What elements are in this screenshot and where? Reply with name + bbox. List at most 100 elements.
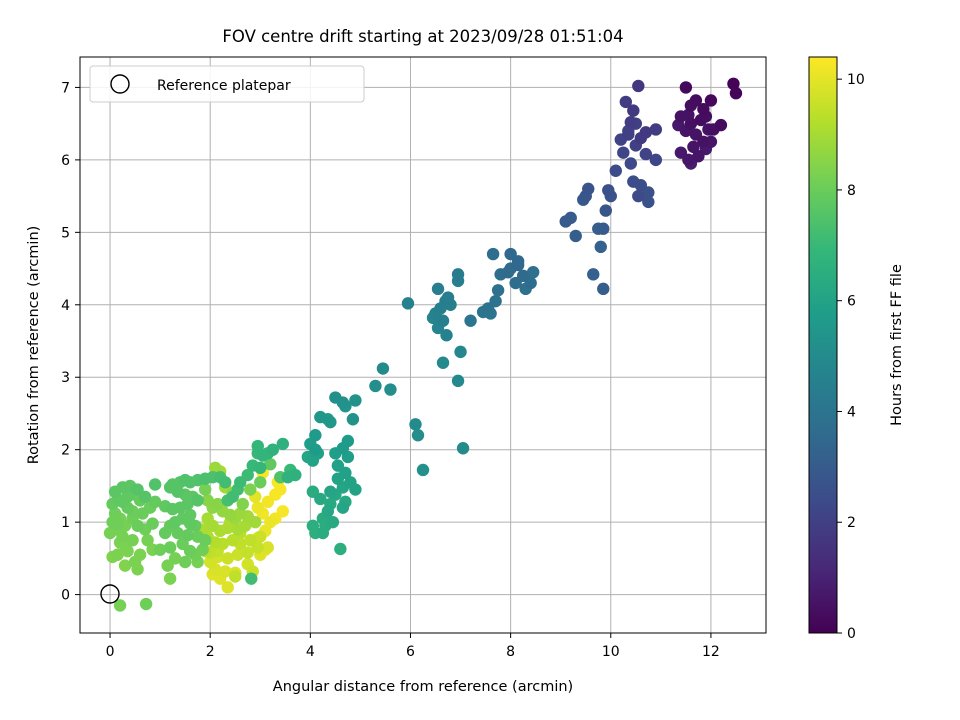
data-point bbox=[697, 102, 710, 116]
data-point bbox=[727, 77, 740, 91]
x-axis-label: Angular distance from reference (arcmin) bbox=[273, 679, 573, 695]
data-point bbox=[236, 497, 249, 511]
data-point bbox=[334, 542, 347, 556]
data-point bbox=[384, 383, 397, 396]
data-point bbox=[649, 123, 663, 136]
x-tick-label: 2 bbox=[206, 644, 215, 660]
data-point bbox=[261, 541, 274, 554]
y-tick-label: 7 bbox=[61, 80, 70, 96]
data-point bbox=[133, 548, 147, 561]
data-point bbox=[602, 184, 615, 197]
data-point bbox=[158, 526, 172, 540]
data-point bbox=[476, 305, 490, 319]
data-point bbox=[569, 229, 582, 243]
data-point bbox=[501, 265, 515, 279]
data-point bbox=[244, 483, 257, 496]
data-point bbox=[209, 461, 222, 475]
legend-box bbox=[89, 65, 365, 103]
data-point bbox=[634, 179, 648, 192]
data-point bbox=[198, 472, 212, 485]
data-point bbox=[153, 543, 167, 556]
data-point bbox=[316, 526, 330, 540]
data-point bbox=[597, 222, 610, 235]
data-point bbox=[234, 507, 247, 520]
data-point bbox=[314, 410, 327, 424]
data-point bbox=[441, 291, 455, 304]
data-point bbox=[349, 394, 362, 407]
data-point bbox=[226, 490, 239, 503]
y-tick-label: 6 bbox=[61, 153, 70, 169]
data-point bbox=[148, 478, 162, 491]
data-point bbox=[682, 153, 695, 167]
data-point bbox=[131, 519, 144, 532]
data-point bbox=[309, 429, 322, 442]
data-point bbox=[582, 182, 595, 196]
data-point bbox=[113, 599, 127, 612]
data-point bbox=[139, 597, 153, 611]
data-point bbox=[587, 268, 600, 281]
data-point bbox=[687, 140, 700, 154]
data-point bbox=[254, 476, 267, 489]
data-point bbox=[516, 269, 530, 283]
data-point bbox=[231, 523, 244, 536]
colorbar-frame bbox=[808, 56, 838, 634]
data-point bbox=[221, 581, 234, 594]
data-point bbox=[336, 442, 350, 455]
data-point bbox=[309, 443, 322, 456]
data-point bbox=[171, 485, 184, 498]
data-point bbox=[597, 282, 610, 296]
data-point bbox=[624, 116, 637, 129]
data-point bbox=[329, 391, 342, 404]
data-point bbox=[349, 483, 362, 496]
data-point bbox=[401, 297, 415, 310]
data-point bbox=[416, 463, 430, 477]
data-point bbox=[183, 517, 197, 530]
data-point bbox=[191, 494, 204, 507]
data-point bbox=[249, 515, 262, 529]
data-point bbox=[694, 113, 708, 127]
data-point bbox=[526, 265, 540, 279]
reference-point-marker bbox=[100, 584, 120, 604]
data-point bbox=[201, 512, 214, 525]
data-point bbox=[264, 457, 277, 471]
data-point bbox=[254, 461, 267, 475]
data-point bbox=[632, 79, 645, 93]
data-point bbox=[451, 268, 465, 281]
data-point bbox=[714, 118, 728, 132]
data-point bbox=[161, 559, 174, 572]
x-tick-label: 4 bbox=[306, 644, 315, 660]
data-point bbox=[324, 415, 337, 429]
data-point bbox=[369, 379, 382, 393]
data-point bbox=[609, 164, 622, 177]
y-tick-label: 1 bbox=[61, 515, 70, 531]
data-point bbox=[431, 282, 445, 296]
data-point bbox=[198, 534, 212, 547]
data-point bbox=[146, 517, 159, 530]
data-point bbox=[684, 117, 698, 130]
data-point bbox=[486, 247, 500, 261]
x-tick-label: 6 bbox=[406, 644, 415, 660]
data-point bbox=[704, 94, 718, 107]
data-point bbox=[454, 345, 467, 359]
data-point bbox=[314, 492, 327, 506]
data-point bbox=[178, 555, 192, 569]
data-point bbox=[231, 548, 244, 561]
data-point bbox=[627, 104, 640, 117]
data-point bbox=[126, 534, 139, 547]
data-point bbox=[622, 128, 635, 141]
data-point bbox=[440, 329, 453, 342]
data-point bbox=[564, 211, 577, 225]
data-point bbox=[103, 526, 117, 540]
colorbar-label: Hours from first FF file bbox=[889, 264, 905, 426]
data-point bbox=[198, 483, 212, 496]
data-point bbox=[244, 534, 257, 547]
colorbar-tick-label: 4 bbox=[847, 404, 856, 420]
data-point bbox=[436, 356, 450, 369]
data-point bbox=[251, 439, 264, 453]
data-point bbox=[489, 294, 502, 308]
y-axis-label: Rotation from reference (arcmin) bbox=[26, 226, 42, 465]
data-point bbox=[229, 570, 242, 583]
x-tick-label: 8 bbox=[506, 644, 515, 660]
